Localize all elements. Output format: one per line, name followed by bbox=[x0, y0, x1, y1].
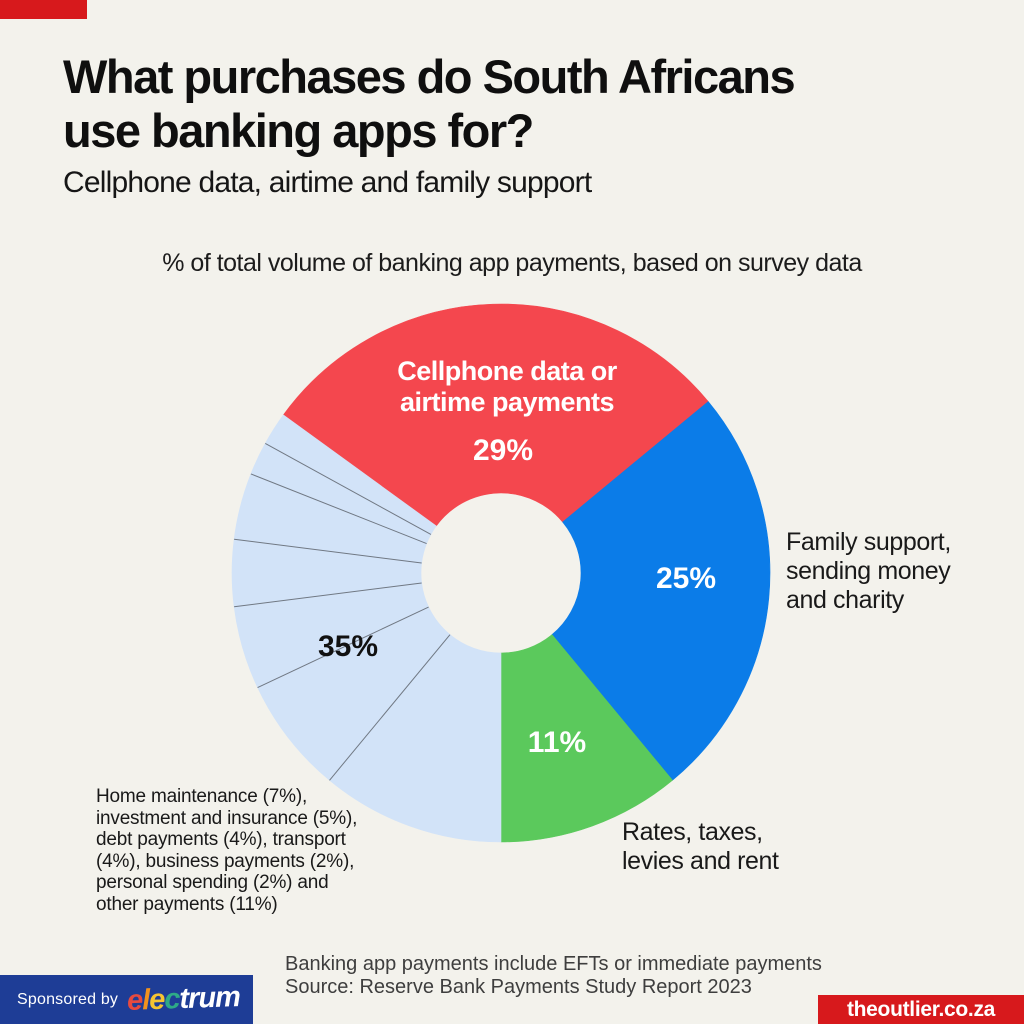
slice-value-family: 25% bbox=[655, 562, 717, 595]
chart-description: % of total volume of banking app payment… bbox=[162, 249, 862, 277]
donut-slice-personal-spending bbox=[264, 414, 437, 535]
slice-label-family: Family support, sending money and charit… bbox=[786, 528, 951, 614]
sub-slice-divider bbox=[250, 473, 427, 545]
sub-slice-divider bbox=[265, 442, 432, 535]
slice-value-cellphone: 29% bbox=[472, 434, 534, 467]
sponsored-by-label: Sponsored by bbox=[17, 990, 119, 1008]
sub-slice-divider bbox=[234, 538, 422, 564]
sponsor-logo-letter: e bbox=[126, 984, 143, 1017]
page-subtitle: Cellphone data, airtime and family suppo… bbox=[63, 166, 592, 199]
donut-sub-slice-dividers bbox=[234, 442, 451, 781]
slice-value-rates: 11% bbox=[527, 726, 587, 759]
sub-slice-divider bbox=[329, 634, 451, 781]
site-link-banner[interactable]: theoutlier.co.za bbox=[818, 995, 1024, 1024]
slice-label-other-breakdown: Home maintenance (7%), investment and in… bbox=[96, 786, 358, 915]
donut-slices bbox=[231, 303, 771, 843]
slice-value-other: 35% bbox=[317, 630, 379, 663]
donut-slice-other-payments bbox=[329, 634, 502, 843]
site-url-label: theoutlier.co.za bbox=[846, 997, 996, 1021]
sponsor-banner[interactable]: Sponsored by electrum bbox=[0, 975, 253, 1024]
donut-slice-rates-taxes-levies-and-rent bbox=[500, 634, 673, 843]
brand-corner-block bbox=[0, 0, 87, 19]
slice-label-rates: Rates, taxes, levies and rent bbox=[622, 818, 779, 875]
electrum-logo: electrum bbox=[127, 981, 241, 1018]
source-footnote: Banking app payments include EFTs or imm… bbox=[285, 953, 822, 998]
sub-slice-divider bbox=[257, 606, 429, 688]
sponsor-logo-letter: trum bbox=[179, 981, 241, 1016]
sub-slice-divider bbox=[234, 582, 422, 608]
page-title: What purchases do South Africans use ban… bbox=[63, 50, 796, 157]
sponsor-logo-letter: e bbox=[148, 983, 166, 1017]
slice-label-cellphone: Cellphone data or airtime payments bbox=[397, 356, 617, 417]
donut-chart bbox=[231, 303, 771, 843]
donut-slice-cellphone-data-or-airtime-payments bbox=[282, 303, 709, 527]
donut-slice-family-support-sending-money-and-charity bbox=[551, 401, 771, 781]
